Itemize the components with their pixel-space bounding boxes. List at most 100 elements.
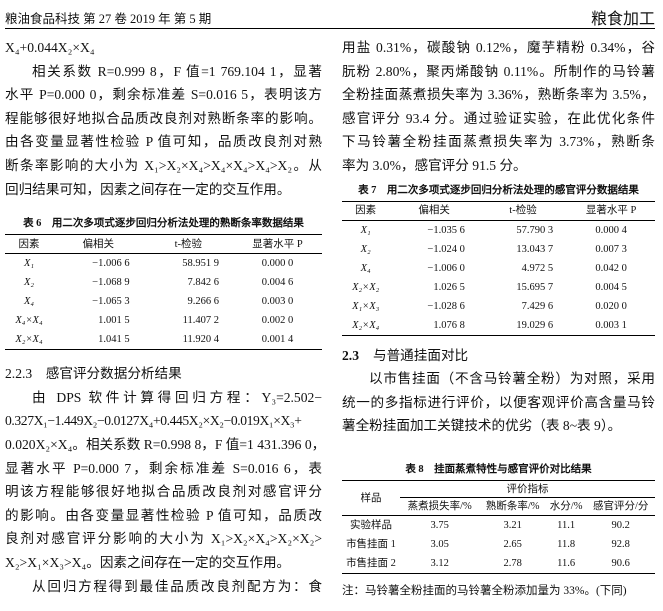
table-cell: X₂	[23, 277, 35, 289]
table-cell: 3.12	[430, 558, 449, 569]
section-title: 与普通挂面对比	[373, 347, 469, 363]
paragraph: 以市售挂面（不含马铃薯全粉）为对照，采用 统一的多指标进行评价，以便客观评价高含…	[342, 367, 655, 438]
text-line: 薯全粉挂面加工关键技术的优劣（表 8~表 9）。	[342, 418, 622, 434]
text-line: 0.327X₁−1.449X₂−0.0127X₄+0.445X₂×X₂−0.01…	[5, 413, 302, 429]
table-cell: 3.05	[430, 539, 449, 550]
text-line: 朊粉 2.80%，聚丙烯酸钠 0.11%。所制作的马铃薯	[342, 63, 655, 79]
text-line: 下马铃薯全粉挂面蒸煮损失率为 3.73%，熟断条	[342, 134, 655, 150]
table-cell: 15.695 7	[516, 281, 554, 293]
text-line: 水平 P=0.000 0，剩余标准差 S=0.016 5，表明该方	[5, 87, 322, 103]
table-row: X₄×X₄ 1.001 5 11.407 2 0.002 0	[5, 311, 322, 330]
paragraph: 用盐 0.31%，碳酸钠 0.12%，魔芋精粉 0.34%，谷 朊粉 2.80%…	[342, 36, 655, 178]
table-cell: X₂×X₄	[15, 334, 43, 346]
table-7: 因素 偏相关 t-检验 显著水平 P X₁ −1.035 6 57.790 3 0.0…	[342, 200, 655, 336]
journal-header: 粮油食品科技 第 27 卷 2019 年 第 5 期	[5, 12, 212, 26]
table-row: X₁×X₃ −1.028 6 7.429 6 0.020 0	[342, 297, 655, 316]
text-line: 相关系数 R=0.999 8，F 值=1 769.104 1，显著	[32, 63, 322, 79]
text-line: 回归结果可知，因素之间存在一定的交互作用。	[5, 181, 291, 197]
table-cell: 0.001 4	[261, 334, 294, 346]
table-cell: 0.007 3	[595, 243, 627, 255]
text-line: 全粉挂面蒸煮损失率为 3.36%，熟断条率为 3.5%，	[342, 87, 655, 103]
column-header: 显著水平 P	[233, 234, 322, 255]
text-line: 用盐 0.31%，碳酸钠 0.12%，魔芋精粉 0.34%，谷	[342, 40, 655, 55]
text-line: 良剂对感官评分影响的大小为 X₁>X₂×X₄>X₂×X₂>	[5, 531, 322, 547]
table-row: X₄ −1.006 0 4.972 5 0.042 0	[342, 259, 655, 278]
table-caption: 表 7 用二次多项式逐步回归分析法处理的感官评分数据结果	[358, 184, 639, 196]
text-line: 由 DPS 软件计算得回归方程：Y₃=2.502−	[32, 389, 322, 405]
table-cell: 7.429 6	[521, 300, 554, 312]
table-cell: 0.004 5	[595, 281, 627, 293]
table-cell: X₂	[360, 243, 371, 255]
table-cell: 1.076 8	[433, 319, 465, 331]
table-cell: 市售挂面 2	[346, 558, 396, 569]
table-caption: 表 8 挂面蒸煮特性与感官评价对比结果	[405, 464, 592, 475]
table-6: 因素 偏相关 t-检验 显著水平 P X₁ −1.006 6 58.951 9 0.0…	[5, 234, 322, 351]
table-cell: −1.028 6	[427, 300, 465, 312]
header-rule	[5, 28, 655, 29]
table-row: 市售挂面 1 3.05 2.65 11.8 92.8	[342, 535, 655, 554]
paragraph: X₄+0.044X₂×X₄ 相关系数 R=0.999 8，F 值=1 769.1…	[5, 36, 322, 201]
table-caption: 表 6 用二次多项式逐步回归分析法处理的熟断条率数据结果	[23, 218, 304, 230]
table-cell: −1.006 6	[92, 258, 130, 270]
table-row: 实验样品 3.75 3.21 11.1 90.2	[342, 516, 655, 536]
table-cell: 0.003 1	[595, 319, 627, 331]
section-header: 粮食加工	[590, 9, 655, 28]
table-note: 注：马铃薯全粉挂面的马铃薯全粉添加量为 33%。(下同)	[342, 585, 627, 597]
table-cell: 7.842 6	[187, 277, 220, 289]
table-row: 市售挂面 2 3.12 2.78 11.6 90.6	[342, 554, 655, 574]
column-header: t-检验	[143, 234, 234, 255]
table-cell: 0.042 0	[595, 262, 627, 274]
table-cell: −1.006 0	[427, 262, 465, 274]
table-cell: 19.029 6	[516, 319, 554, 331]
column-header: 显著水平 P	[567, 201, 655, 221]
table-cell: −1.024 0	[427, 243, 465, 255]
table-cell: 0.002 0	[261, 315, 294, 327]
table-row: X₁ −1.035 6 57.790 3 0.000 4	[342, 220, 655, 240]
table-cell: 57.790 3	[516, 224, 554, 236]
text-line: 从回归方程得到最佳品质改良剂配方为：食	[32, 578, 322, 594]
table-row: X₄ −1.065 3 9.266 6 0.003 0	[5, 292, 322, 311]
column-header: 因素	[342, 201, 390, 221]
column-header: 感官评分/分	[586, 497, 655, 516]
table-cell: X₄	[23, 296, 35, 308]
text-line: 程能够很好地拟合品质改良剂对熟断条率的影响。	[5, 110, 322, 126]
table-cell: 0.000 0	[261, 258, 294, 270]
table-cell: 2.78	[503, 558, 522, 569]
section-heading: 2.2.3 感官评分数据分析结果	[5, 366, 182, 382]
table-cell: 4.972 5	[521, 262, 554, 274]
column-header: 偏相关	[389, 201, 479, 221]
table-cell: 13.043 7	[516, 243, 554, 255]
table-cell: 市售挂面 1	[346, 539, 396, 550]
table-cell: X₁×X₃	[352, 300, 380, 312]
table-cell: 2.65	[503, 539, 522, 550]
text-line: 0.020X₂×X₄。相关系数 R=0.998 8，F 值=1 431.396 …	[5, 436, 322, 452]
text-line: 统一的多指标进行评价，以便客观评价高含量马铃	[342, 394, 655, 410]
table-cell: −1.065 3	[92, 296, 130, 308]
right-column: 用盐 0.31%，碳酸钠 0.12%，魔芋精粉 0.34%，谷 朊粉 2.80%…	[342, 36, 655, 438]
table-cell: 9.266 6	[187, 296, 220, 308]
section-number: 2.3	[342, 347, 359, 363]
table-cell: 92.8	[611, 539, 630, 550]
table-8: 样品 评价指标 蒸煮损失率/% 熟断条率/% 水分/% 感官评分/分 实验样品 3…	[342, 480, 655, 574]
column-header: 样品	[342, 480, 400, 516]
table-cell: 0.004 6	[261, 277, 294, 289]
table-row: X₁ −1.006 6 58.951 9 0.000 0	[5, 254, 322, 274]
text-line: 感官评分 93.4 分。通过验证实验，在此优化条件	[342, 110, 655, 126]
table-cell: 11.8	[557, 539, 576, 550]
table-cell: 0.020 0	[595, 300, 627, 312]
table-cell: X₄×X₄	[15, 315, 43, 327]
table-8-block: 表 8 挂面蒸煮特性与感官评价对比结果 样品 评价指标 蒸煮损失率/% 熟断条率…	[342, 463, 655, 574]
table-cell: X₂×X₄	[352, 319, 380, 331]
table-cell: 1.041 5	[98, 334, 130, 346]
column-header: 熟断条率/%	[479, 497, 546, 516]
text-line: 以市售挂面（不含马铃薯全粉）为对照，采用	[369, 371, 655, 387]
table-cell: 1.026 5	[433, 281, 465, 293]
table-cell: 11.6	[557, 558, 576, 569]
table-cell: X₂×X₂	[352, 281, 380, 293]
table-row: X₂ −1.024 0 13.043 7 0.007 3	[342, 240, 655, 259]
table-cell: 3.21	[503, 520, 522, 531]
table-cell: 90.2	[611, 520, 630, 531]
table-cell: X₁	[23, 258, 35, 270]
table-row: X₂×X₄ 1.041 5 11.920 4 0.001 4	[5, 330, 322, 350]
table-row: X₂×X₂ 1.026 5 15.695 7 0.004 5	[342, 278, 655, 297]
